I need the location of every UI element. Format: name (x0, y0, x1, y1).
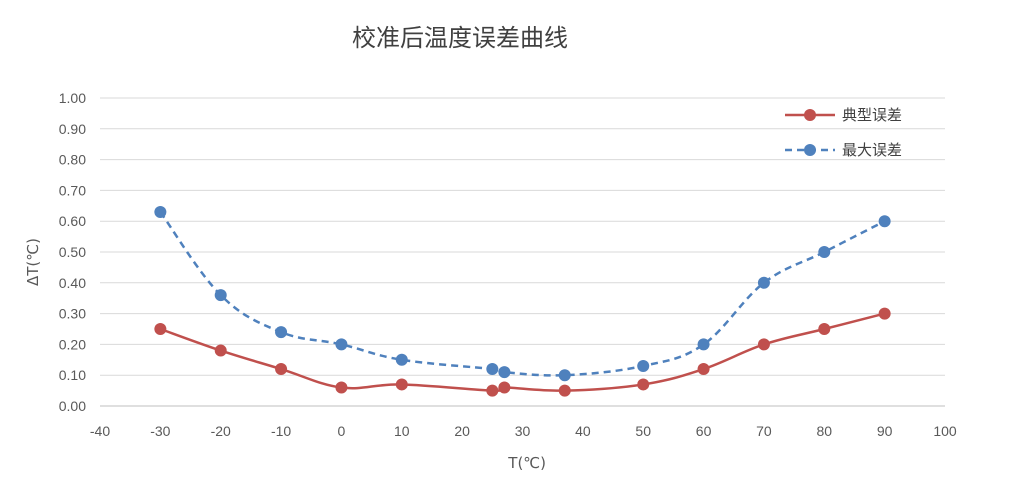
x-tick-label: 0 (338, 423, 346, 439)
data-point-1 (558, 384, 571, 397)
chart-title: 校准后温度误差曲线 (352, 24, 568, 52)
data-point-1 (637, 378, 650, 391)
y-tick-label: 0.70 (59, 182, 86, 198)
data-point-2 (486, 363, 499, 376)
data-point-2 (335, 338, 348, 351)
data-point-2 (558, 369, 571, 382)
data-point-1 (154, 323, 167, 335)
x-tick-label: -40 (90, 423, 110, 439)
data-point-2 (154, 205, 167, 218)
data-point-2 (878, 215, 891, 228)
data-point-1 (757, 338, 770, 351)
data-point-2 (818, 246, 831, 258)
y-tick-label: 0.40 (59, 275, 86, 291)
data-point-1 (486, 384, 499, 397)
x-tick-label: 90 (877, 423, 893, 439)
series-line-1 (159, 312, 885, 392)
y-tick-label: 0.00 (59, 398, 86, 414)
x-tick-label: -10 (271, 423, 291, 439)
data-point-2 (697, 338, 710, 351)
y-tick-label: 1.00 (59, 90, 86, 106)
legend-marker-2 (804, 144, 816, 156)
y-axis-label: ΔT(℃) (24, 238, 42, 286)
x-tick-label: 70 (756, 423, 772, 439)
data-point-1 (878, 307, 891, 320)
x-tick-label: 30 (515, 423, 531, 439)
data-point-1 (818, 323, 831, 335)
x-tick-label: 20 (454, 423, 470, 439)
x-tick-label: -30 (150, 423, 170, 439)
y-tick-label: 0.90 (59, 121, 86, 137)
data-point-1 (395, 378, 408, 391)
y-tick-label: 0.20 (59, 336, 86, 352)
x-tick-label: 40 (575, 423, 591, 439)
y-tick-label: 0.10 (59, 367, 86, 383)
data-point-1 (335, 381, 348, 394)
x-axis-label: T(℃) (507, 454, 546, 472)
legend-marker-1 (804, 109, 816, 121)
x-tick-label: 80 (816, 423, 832, 439)
y-tick-label: 0.60 (59, 213, 86, 229)
y-tick-label: 0.80 (59, 152, 86, 168)
data-point-2 (637, 359, 650, 372)
x-tick-label: -20 (211, 423, 231, 439)
x-tick-label: 10 (394, 423, 410, 439)
legend-label-2: 最大误差 (842, 141, 902, 159)
data-point-2 (498, 366, 511, 379)
series-line-2 (159, 211, 886, 377)
x-tick-label: 60 (696, 423, 712, 439)
y-tick-label: 0.30 (59, 306, 86, 322)
data-point-1 (498, 381, 511, 394)
data-point-2 (275, 326, 288, 339)
data-point-1 (214, 344, 227, 357)
x-tick-label: 100 (933, 423, 957, 439)
data-point-1 (275, 363, 288, 376)
data-point-2 (395, 353, 408, 366)
legend-label-1: 典型误差 (842, 106, 902, 124)
data-point-2 (757, 276, 770, 289)
y-tick-label: 0.50 (59, 244, 86, 260)
data-point-1 (697, 363, 710, 376)
x-tick-label: 50 (635, 423, 651, 439)
data-point-2 (214, 289, 227, 302)
